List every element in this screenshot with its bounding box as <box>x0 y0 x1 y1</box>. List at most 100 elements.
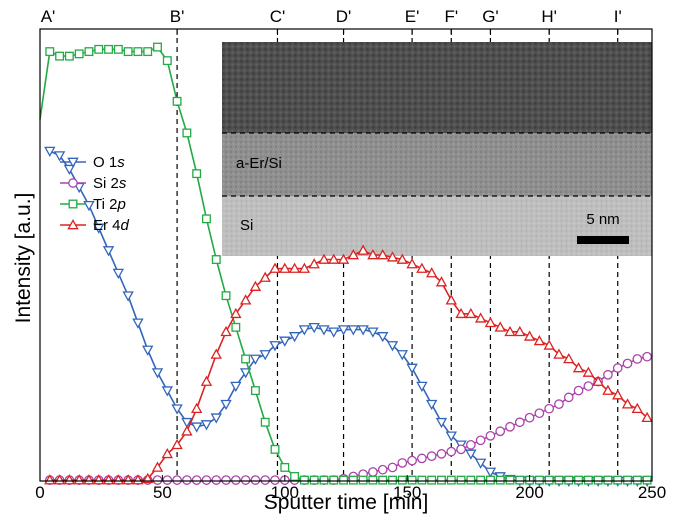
series-3-point-47 <box>504 325 516 337</box>
series-1-point-51 <box>544 403 555 414</box>
series-2-point-54 <box>564 475 574 485</box>
series-1-point-42 <box>456 444 466 455</box>
series-0-point-38 <box>416 381 428 393</box>
series-3-point-57 <box>602 384 614 395</box>
series-2-point-26 <box>290 472 300 481</box>
series-1-point-19 <box>230 475 241 485</box>
series-0-point-28 <box>318 325 330 336</box>
inset-label-a-er-si: a-Er/Si <box>236 155 282 172</box>
top-marker-label-3: D' <box>336 7 352 26</box>
series-2-point-53 <box>554 475 564 485</box>
legend-label-2: Ti 2p <box>93 196 126 213</box>
x-axis-title: Sputter time [min] <box>264 491 429 514</box>
series-1-point-47 <box>505 421 515 432</box>
plot-frame <box>39 28 653 482</box>
series-2-point-27 <box>299 475 309 485</box>
series-3-point-12 <box>161 447 174 459</box>
x-tick-label-4: 200 <box>515 483 543 502</box>
series-3-point-41 <box>445 294 457 305</box>
series-2-point-47 <box>495 475 505 485</box>
series-0-point-34 <box>377 332 389 343</box>
series-0-point-9 <box>132 318 144 329</box>
series-3-point-17 <box>210 348 222 359</box>
series-2-point-21 <box>241 354 251 364</box>
series-2-point-24 <box>270 444 280 454</box>
series-3-point-49 <box>523 330 536 341</box>
series-2-point-40 <box>427 475 437 485</box>
series-2-point-1 <box>45 47 55 57</box>
series-1-point-36 <box>397 458 408 468</box>
series-3-point-34 <box>377 249 389 260</box>
series-0-point-41 <box>445 431 457 442</box>
series-0-point-11 <box>151 368 164 379</box>
series-2-point-11 <box>143 47 153 57</box>
series-1-point-52 <box>554 399 564 410</box>
series-0-point-8 <box>122 291 134 302</box>
series-0-point-30 <box>337 325 350 336</box>
top-marker-label-5: F' <box>444 7 458 26</box>
series-1-point-41 <box>446 446 457 457</box>
legend-marker-1 <box>68 178 78 188</box>
series-3-point-22 <box>259 271 271 282</box>
x-tick-label-2: 100 <box>271 483 299 502</box>
y-axis-title: Intensity [a.u.] <box>12 193 35 324</box>
series-2-point-22 <box>250 386 260 396</box>
series-3-point-23 <box>269 262 281 273</box>
series-3-point-56 <box>592 375 604 386</box>
series-3-point-40 <box>435 276 448 287</box>
series-2-point-59 <box>613 475 623 485</box>
series-2-point-46 <box>485 475 495 485</box>
series-3-point-10 <box>142 472 154 484</box>
series-line-1 <box>49 355 648 481</box>
series-3-point-13 <box>171 438 183 450</box>
series-0-point-19 <box>230 381 242 393</box>
series-1-point-59 <box>622 358 633 369</box>
inset-label-si: Si <box>240 217 253 234</box>
series-3-point-18 <box>220 325 232 337</box>
series-2-point-17 <box>202 214 211 224</box>
series-0-point-1 <box>53 151 66 162</box>
series-1-point-23 <box>270 475 280 485</box>
series-0-point-17 <box>210 413 222 424</box>
series-3-point-33 <box>367 249 379 260</box>
legend-label-0: O 1s <box>93 154 125 171</box>
series-1-point-14 <box>182 475 192 485</box>
series-3-point-52 <box>553 348 565 359</box>
series-3-point-6 <box>102 474 115 485</box>
series-3-point-45 <box>484 316 497 328</box>
series-0-point-35 <box>386 341 399 352</box>
series-3-point-2 <box>63 474 76 485</box>
series-3-point-4 <box>83 474 95 485</box>
series-1 <box>44 351 652 485</box>
series-2-point-36 <box>388 475 397 485</box>
series-0-point-18 <box>220 399 232 411</box>
series-2-point-51 <box>534 475 544 485</box>
series-0-point-43 <box>465 449 477 460</box>
series-0-point-25 <box>288 332 301 343</box>
data-series <box>39 42 653 487</box>
series-2-point-4 <box>74 49 84 59</box>
series-2-point-41 <box>437 475 446 485</box>
series-3-point-5 <box>93 474 105 485</box>
series-0-point-21 <box>249 354 262 365</box>
series-1-point-50 <box>534 408 545 419</box>
series-0-point-12 <box>161 386 174 397</box>
series-2-point-35 <box>378 475 388 485</box>
series-3-point-43 <box>465 307 477 319</box>
series-1-point-60 <box>632 354 643 364</box>
series-1-point-54 <box>573 385 584 396</box>
series-2-point-57 <box>593 475 603 485</box>
legend-label-1: Si 2s <box>93 175 127 192</box>
series-2-point-43 <box>456 475 466 485</box>
series-0-point-32 <box>357 325 369 336</box>
series-0-point-4 <box>83 200 95 212</box>
series-3-point-11 <box>151 461 164 472</box>
series-3-point-16 <box>200 375 213 386</box>
top-marker-label-7: H' <box>541 7 557 26</box>
scalebar <box>577 236 629 244</box>
series-1-point-22 <box>260 475 271 485</box>
series-3-point-51 <box>543 339 555 350</box>
series-1-point-35 <box>387 462 398 473</box>
series-1-point-49 <box>524 412 535 423</box>
